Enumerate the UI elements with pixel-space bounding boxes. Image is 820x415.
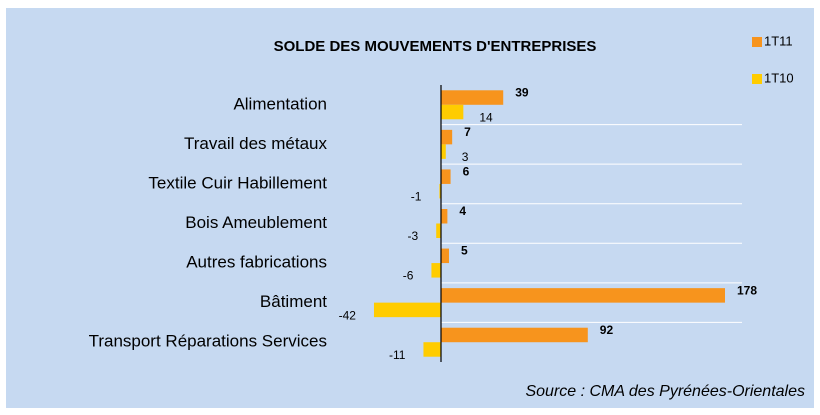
legend-swatch <box>752 37 762 47</box>
category-label: Bâtiment <box>260 292 327 311</box>
value-label: 6 <box>463 165 470 179</box>
background <box>6 8 814 408</box>
category-label: Travail des métaux <box>184 134 327 153</box>
bar <box>441 144 446 159</box>
value-label: 39 <box>515 85 529 99</box>
bar <box>441 90 504 105</box>
value-label: -6 <box>403 269 414 283</box>
value-label: 5 <box>461 244 468 258</box>
bar <box>441 169 451 184</box>
legend-swatch <box>752 74 762 84</box>
source: Source : CMA des Pyrénées-Orientales <box>525 383 805 400</box>
value-label: 4 <box>459 204 466 218</box>
category-label: Bois Ameublement <box>185 213 327 232</box>
legend-label: 1T10 <box>764 70 794 85</box>
value-label: 14 <box>479 110 493 124</box>
category-label: Textile Cuir Habillement <box>148 173 327 192</box>
bar <box>439 183 441 199</box>
bar <box>441 288 725 303</box>
bar <box>431 263 441 278</box>
chart-title: SOLDE DES MOUVEMENTS D'ENTREPRISES <box>274 38 597 55</box>
category-label: Transport Réparations Services <box>89 332 327 351</box>
category-label: Autres fabrications <box>186 253 327 272</box>
legend-label: 1T11 <box>764 33 793 48</box>
bar <box>441 248 449 264</box>
bar <box>441 327 588 343</box>
category-label: Alimentation <box>233 94 327 113</box>
value-label: 178 <box>737 283 757 297</box>
value-label: -11 <box>389 348 406 362</box>
bar <box>436 223 441 238</box>
value-label: 92 <box>600 323 614 337</box>
bar <box>441 209 448 224</box>
value-label: 7 <box>464 125 471 139</box>
bar <box>373 302 441 318</box>
bar <box>441 129 453 145</box>
value-label: 3 <box>462 150 469 164</box>
value-label: -1 <box>411 190 422 204</box>
bar <box>441 104 464 120</box>
value-label: -3 <box>408 229 419 243</box>
value-label: -42 <box>339 308 357 322</box>
bar <box>423 342 441 357</box>
